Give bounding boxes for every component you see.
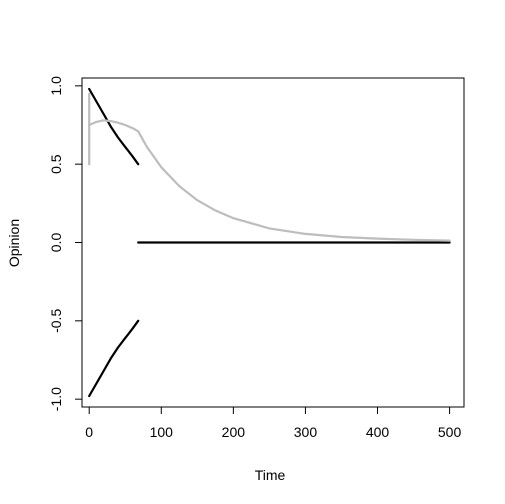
x-tick-label: 300 (294, 424, 318, 440)
y-tick-label: 1.0 (48, 76, 64, 96)
x-tick-label: 500 (438, 424, 462, 440)
x-tick-label: 400 (366, 424, 390, 440)
series-layer (88, 87, 451, 398)
x-axis-label: Time (255, 467, 286, 483)
y-axis-label: Opinion (6, 219, 22, 267)
x-tick-label: 200 (222, 424, 246, 440)
x-tick-label: 100 (150, 424, 174, 440)
series-line-5 (88, 119, 451, 242)
y-tick-label: 0.0 (48, 233, 64, 253)
y-tick-label: -1.0 (48, 387, 64, 411)
axis-layer: 0 100 200 300 400 500 -1.0 -0.5 0.0 0.5 1.0 (48, 76, 462, 440)
series-line-1 (88, 87, 140, 166)
series-line-2 (88, 319, 140, 398)
y-tick-label: 0.5 (48, 154, 64, 174)
y-tick-label: -0.5 (48, 309, 64, 333)
x-tick-label: 0 (85, 424, 93, 440)
